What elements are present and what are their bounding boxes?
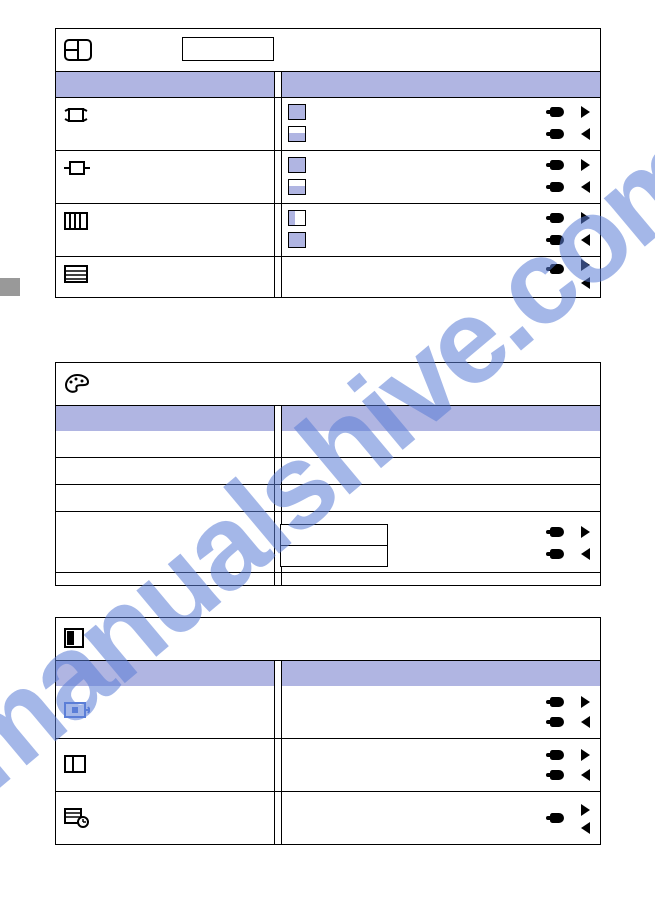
split-box-icon <box>64 755 86 776</box>
section-3-row-2 <box>56 738 600 791</box>
section-2-title-row <box>56 363 600 406</box>
triangle-left-icon <box>581 234 590 246</box>
split-window-icon <box>64 39 92 64</box>
triangle-right-icon <box>581 159 590 171</box>
section-3 <box>55 617 601 845</box>
section-2-header <box>56 406 600 431</box>
section-1-title-row <box>56 29 600 72</box>
page-tab <box>0 278 20 296</box>
section-3-row-3 <box>56 791 600 844</box>
hand-icon <box>550 749 570 761</box>
section-3-row-1 <box>56 686 600 738</box>
section-2-row-3 <box>56 484 600 511</box>
center-box-icon <box>64 159 90 182</box>
hand-icon <box>550 812 570 824</box>
hand-icon <box>550 181 570 193</box>
triangle-right-icon <box>581 526 590 538</box>
triangle-left-icon <box>581 128 590 140</box>
triangle-left-icon <box>581 548 590 560</box>
half-fill-icon <box>64 628 84 651</box>
triangle-left-icon <box>581 716 590 728</box>
section-1-row-4 <box>56 256 600 297</box>
bars-icon <box>64 212 88 233</box>
section-2-row-4 <box>56 511 600 572</box>
hand-icon <box>550 696 570 708</box>
hand-icon <box>550 212 570 224</box>
hand-icon <box>550 769 570 781</box>
section-1-header <box>56 72 600 97</box>
sub-cell-2 <box>280 545 388 567</box>
title-box <box>182 37 274 61</box>
triangle-right-icon <box>581 212 590 224</box>
sub-cell-1 <box>280 524 388 546</box>
section-1-row-2 <box>56 150 600 203</box>
section-3-header <box>56 661 600 686</box>
section-1 <box>55 28 601 298</box>
triangle-right-icon <box>581 259 590 271</box>
section-2 <box>55 362 601 586</box>
hand-icon <box>550 716 570 728</box>
lines-icon <box>64 265 88 286</box>
section-2-row-1 <box>56 431 600 457</box>
hand-icon <box>550 548 570 560</box>
hand-icon <box>550 263 570 275</box>
section-1-row-3 <box>56 203 600 256</box>
triangle-right-icon <box>581 106 590 118</box>
section-2-row-2 <box>56 457 600 484</box>
hand-icon <box>550 128 570 140</box>
triangle-left-icon <box>581 181 590 193</box>
triangle-right-icon <box>581 696 590 708</box>
triangle-right-icon <box>581 804 590 816</box>
aspect-icon <box>64 106 88 129</box>
section-3-title-row <box>56 618 600 661</box>
section-1-row-1 <box>56 97 600 150</box>
hand-icon <box>550 159 570 171</box>
triangle-left-icon <box>581 769 590 781</box>
hand-icon <box>550 106 570 118</box>
triangle-left-icon <box>581 822 590 834</box>
hand-icon <box>550 234 570 246</box>
section-2-pad <box>56 572 600 585</box>
triangle-left-icon <box>581 277 590 289</box>
hand-icon <box>550 526 570 538</box>
clock-list-icon <box>64 808 90 831</box>
palette-icon <box>64 373 90 398</box>
triangle-right-icon <box>581 749 590 761</box>
box-arrow-icon <box>64 702 90 723</box>
